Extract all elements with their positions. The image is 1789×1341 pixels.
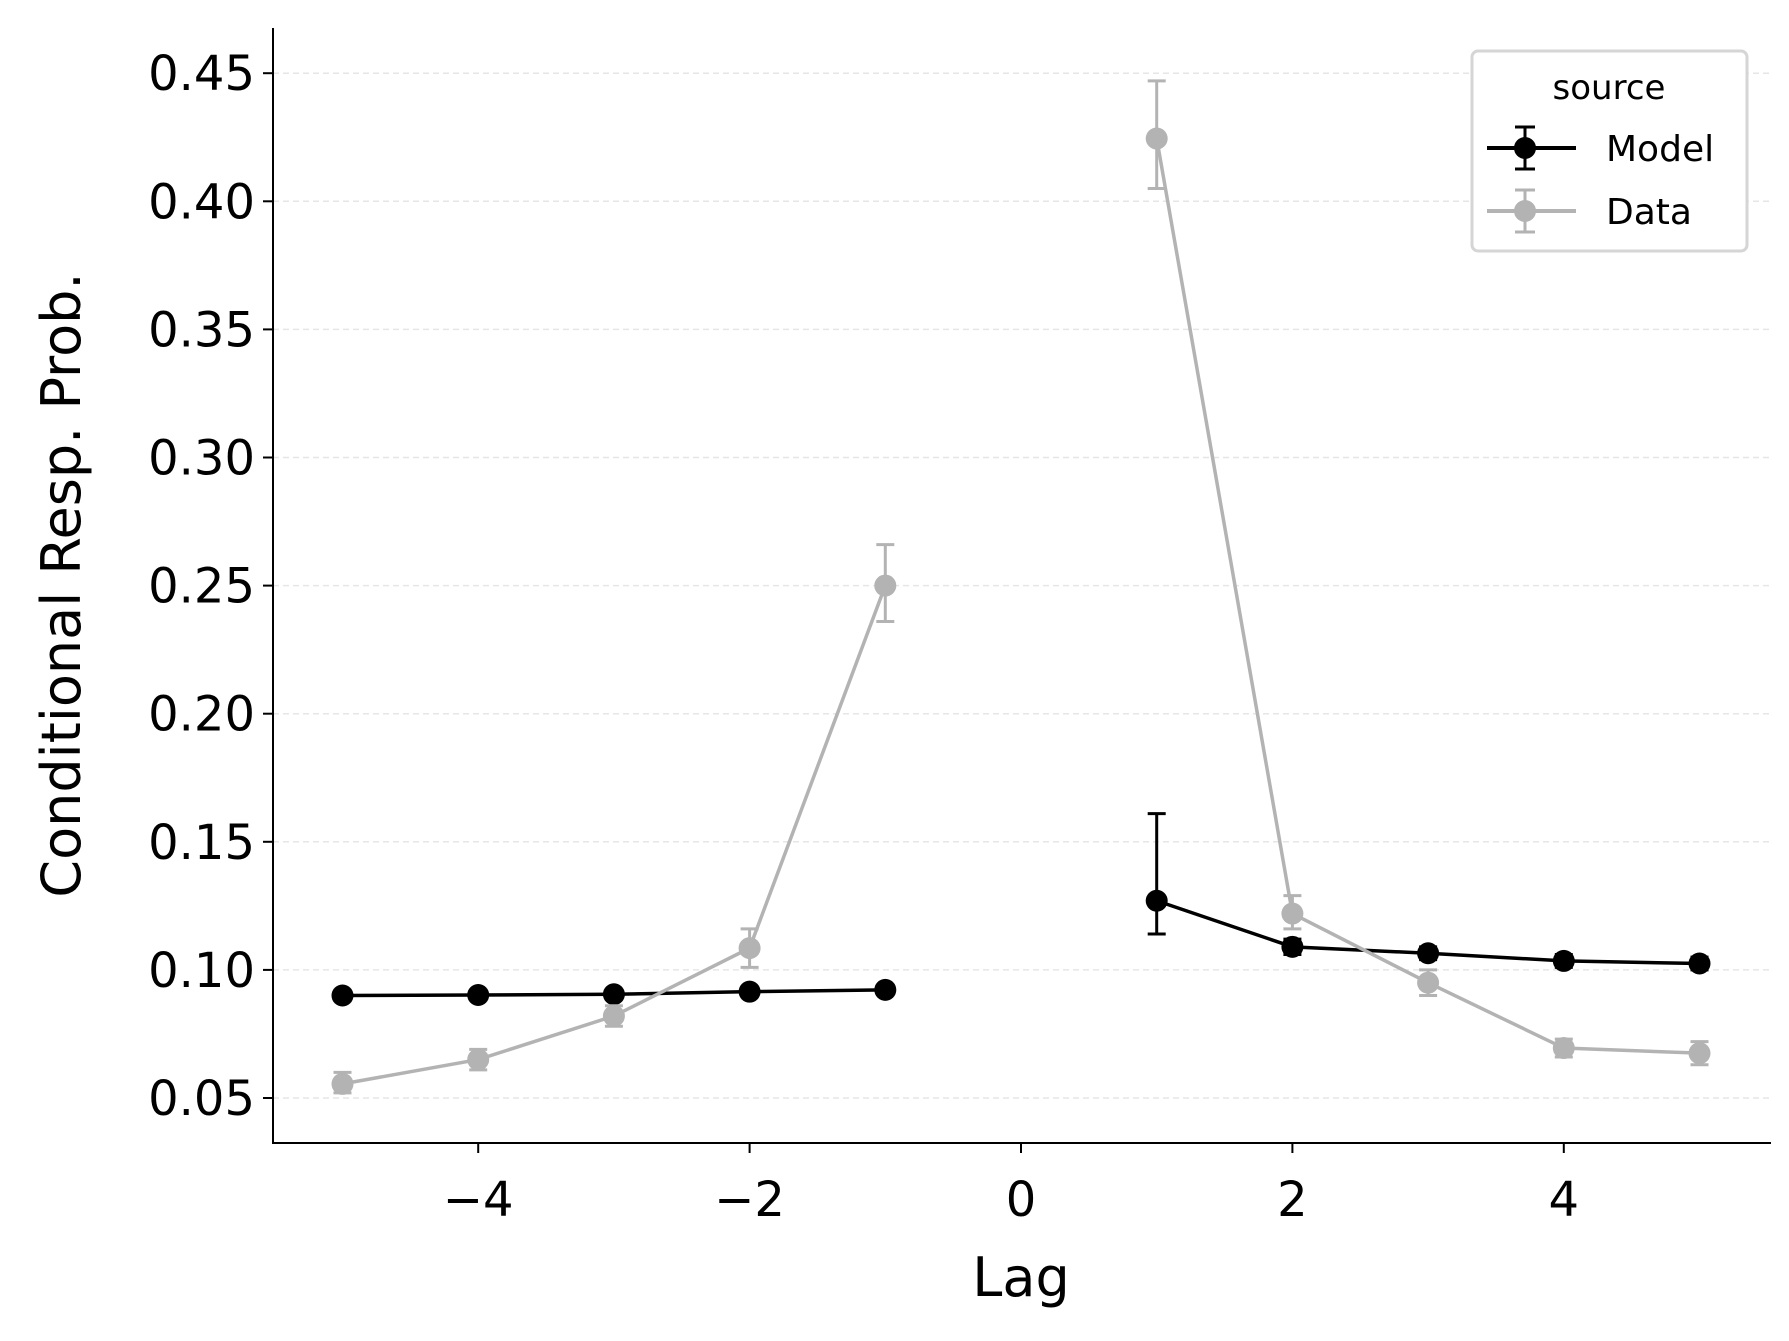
data-point <box>1688 952 1711 975</box>
data-point <box>1552 949 1575 972</box>
x-axis-label: Lag <box>972 1246 1069 1309</box>
y-axis-label: Conditional Resp. Prob. <box>30 272 93 897</box>
y-tick-label: 0.20 <box>148 687 255 743</box>
x-tick-label: 4 <box>1549 1172 1580 1228</box>
data-point <box>738 937 761 960</box>
data-point <box>1145 127 1168 150</box>
y-tick-label: 0.30 <box>148 431 255 487</box>
legend-marker-model <box>1514 137 1536 159</box>
data-point <box>602 983 625 1006</box>
data-point <box>331 984 354 1007</box>
y-tick-label: 0.15 <box>148 815 255 871</box>
series-data <box>331 79 1711 1095</box>
x-axis-ticks: −4 −2 0 2 4 <box>443 1143 1579 1228</box>
data-point <box>738 980 761 1003</box>
y-tick-label: 0.25 <box>148 559 255 615</box>
data-point <box>1281 935 1304 958</box>
x-tick-label: −2 <box>714 1172 785 1228</box>
data-point <box>1552 1037 1575 1060</box>
y-tick-label: 0.05 <box>148 1071 255 1127</box>
legend-label-model: Model <box>1606 129 1714 170</box>
series-model <box>331 812 1711 1007</box>
legend-marker-data <box>1514 200 1536 222</box>
series-layer <box>331 79 1711 1095</box>
x-tick-label: 2 <box>1277 1172 1308 1228</box>
data-point <box>467 984 490 1007</box>
data-point <box>1417 971 1440 994</box>
y-tick-label: 0.40 <box>148 174 255 230</box>
data-point <box>331 1072 354 1095</box>
data-point <box>1281 902 1304 925</box>
y-tick-label: 0.45 <box>148 46 255 102</box>
data-point <box>1417 942 1440 965</box>
legend-item-data: Data <box>1487 188 1692 234</box>
x-tick-label: 0 <box>1006 1172 1037 1228</box>
data-point <box>1145 889 1168 912</box>
data-point <box>874 978 897 1001</box>
y-axis-ticks: 0.05 0.10 0.15 0.20 0.25 0.30 0.35 0.40 0.45 <box>148 46 273 1127</box>
legend-item-model: Model <box>1487 125 1714 171</box>
legend-label-data: Data <box>1606 192 1692 233</box>
legend-frame <box>1470 49 1749 253</box>
x-tick-label: −4 <box>443 1172 514 1228</box>
y-tick-label: 0.10 <box>148 943 255 999</box>
series-line <box>1154 138 1700 1055</box>
legend: source Model Data <box>1470 49 1749 253</box>
y-tick-label: 0.35 <box>148 302 255 358</box>
data-point <box>602 1005 625 1028</box>
data-point <box>467 1048 490 1071</box>
data-point <box>1688 1042 1711 1065</box>
legend-title: source <box>1553 68 1666 108</box>
data-point <box>874 574 897 597</box>
